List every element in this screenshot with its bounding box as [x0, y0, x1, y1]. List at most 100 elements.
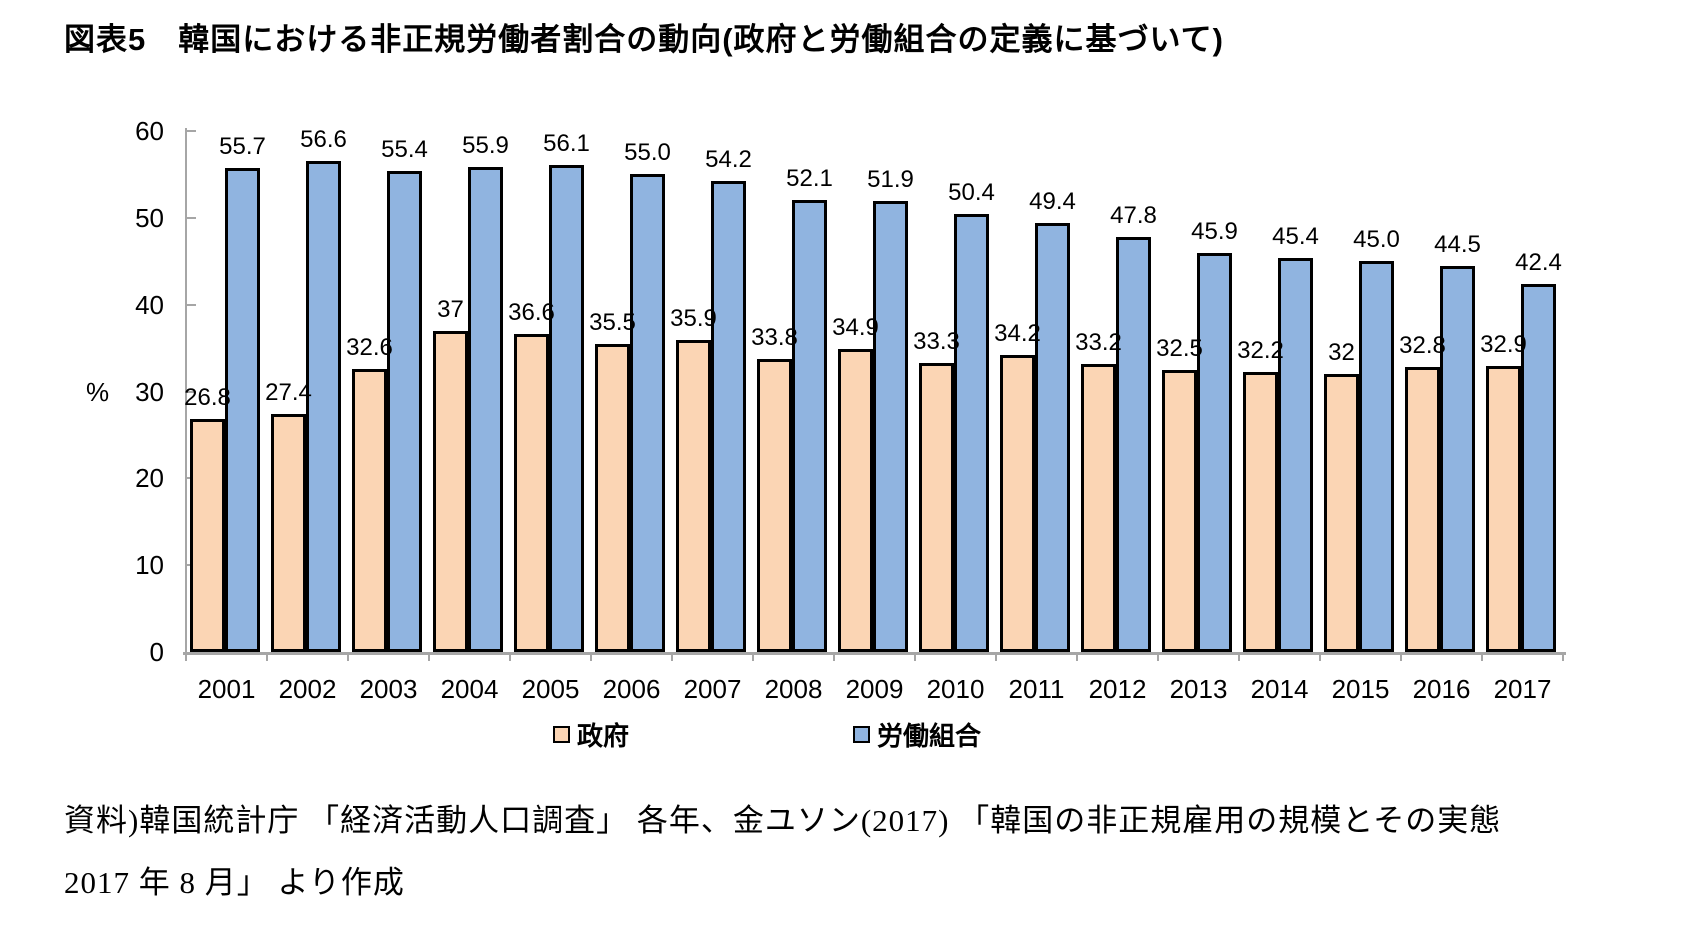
bar-government [676, 340, 711, 652]
bar-value-label-union: 45.4 [1272, 222, 1319, 250]
bar-value-label-government: 33.2 [1075, 328, 1122, 356]
y-axis-tick [186, 390, 196, 393]
bar-value-label-government: 32.9 [1480, 331, 1527, 359]
bar-value-label-government: 37 [437, 295, 464, 323]
x-axis-tick [266, 652, 268, 661]
x-axis-label: 2013 [1169, 674, 1228, 704]
x-axis-label: 2016 [1412, 674, 1471, 704]
y-axis-tick [186, 130, 196, 132]
bar-union [711, 181, 746, 652]
bar-union [792, 199, 827, 652]
x-axis-label: 2008 [764, 674, 823, 704]
bar-government [757, 358, 792, 652]
bar-union [1278, 257, 1313, 652]
bar-union [1521, 283, 1556, 652]
x-axis-line [183, 652, 1566, 655]
bar-government [595, 343, 630, 652]
legend-label-government: 政府 [577, 721, 630, 751]
bar-government [1243, 372, 1278, 652]
bar-union [1116, 236, 1151, 652]
bar-government [352, 368, 387, 652]
bar-union [549, 164, 584, 652]
bar-value-label-government: 33.8 [751, 323, 798, 351]
y-axis-label: 20 [135, 463, 164, 494]
bar-government [271, 414, 306, 652]
x-axis-tick [1562, 652, 1564, 661]
bar-value-label-union: 44.5 [1434, 230, 1481, 258]
legend-swatch-government [553, 726, 570, 743]
x-axis-label: 2017 [1493, 674, 1552, 704]
legend-item-union: 労働組合 [853, 716, 981, 753]
x-axis-label: 2015 [1331, 674, 1390, 704]
x-axis-label: 2005 [521, 674, 580, 704]
bar-union [1440, 265, 1475, 652]
bar-union [954, 214, 989, 652]
bar-union [873, 201, 908, 652]
bar-value-label-union: 55.9 [462, 131, 509, 159]
bar-value-label-union: 47.8 [1110, 201, 1157, 229]
legend-label-union: 労働組合 [877, 721, 982, 751]
bar-government [1081, 363, 1116, 652]
bar-value-label-union: 55.4 [381, 135, 428, 163]
bar-value-label-government: 32.2 [1237, 337, 1284, 365]
x-axis-tick [671, 652, 673, 661]
bar-value-label-government: 33.3 [913, 327, 960, 355]
x-axis-label: 2014 [1250, 674, 1309, 704]
bar-government [514, 334, 549, 652]
x-axis-label: 2010 [926, 674, 985, 704]
x-axis-label: 2002 [278, 674, 337, 704]
bar-government [1162, 369, 1197, 652]
x-axis-label: 2006 [602, 674, 661, 704]
bar-value-label-union: 56.1 [543, 129, 590, 157]
bar-value-label-government: 27.4 [265, 379, 312, 407]
x-axis-label: 2001 [197, 674, 256, 704]
bar-union [387, 170, 422, 652]
bar-government [190, 419, 225, 652]
bar-value-label-government: 36.6 [508, 299, 555, 327]
bar-value-label-government: 35.9 [670, 305, 717, 333]
x-axis-label: 2011 [1008, 674, 1065, 704]
x-axis-tick [428, 652, 430, 661]
bar-union [630, 174, 665, 652]
bar-value-label-union: 45.0 [1353, 226, 1400, 254]
y-axis-unit-label: % [86, 377, 110, 407]
bar-value-label-union: 49.4 [1029, 188, 1076, 216]
x-axis-tick [752, 652, 754, 661]
x-axis-tick [509, 652, 511, 661]
x-axis-tick [914, 652, 916, 661]
source-text-line-1: 資料)韓国統計庁 「経済活動人口調査」 各年、金ユソン(2017) 「韓国の非正… [64, 803, 1502, 838]
bar-value-label-union: 50.4 [948, 179, 995, 207]
y-axis-label: 10 [135, 550, 164, 581]
x-axis-tick [590, 652, 592, 661]
bar-union [306, 160, 341, 652]
bar-value-label-union: 54.2 [705, 146, 752, 174]
x-axis-label: 2012 [1088, 674, 1147, 704]
x-axis-tick [1238, 652, 1240, 661]
source-text-line-2: 2017 年 8 月」 より作成 [64, 865, 405, 900]
y-axis-label: 50 [135, 202, 164, 233]
bar-union [468, 166, 503, 652]
y-axis-tick [186, 216, 196, 219]
bar-government [1000, 355, 1035, 652]
bar-government [1486, 366, 1521, 652]
x-axis-tick [347, 652, 349, 661]
bar-value-label-government: 26.8 [184, 384, 231, 412]
bar-value-label-union: 45.9 [1191, 218, 1238, 246]
bar-union [1197, 253, 1232, 652]
y-axis-label: 0 [149, 637, 164, 667]
bar-value-label-government: 32.8 [1399, 332, 1446, 360]
bar-union [1035, 223, 1070, 652]
bar-union [225, 168, 260, 652]
x-axis-tick [1319, 652, 1321, 661]
x-axis-tick [185, 652, 187, 661]
bar-value-label-government: 34.9 [832, 313, 879, 341]
x-axis-tick [1076, 652, 1078, 661]
bar-value-label-government: 32 [1328, 339, 1355, 367]
chart-title: 図表5 韓国における非正規労働者割合の動向(政府と労働組合の定義に基づいて) [64, 22, 1224, 57]
x-axis-tick [1400, 652, 1402, 661]
x-axis-label: 2007 [683, 674, 742, 704]
bar-value-label-government: 35.5 [589, 308, 636, 336]
y-axis-label: 60 [135, 116, 164, 146]
bar-value-label-union: 51.9 [867, 166, 914, 194]
